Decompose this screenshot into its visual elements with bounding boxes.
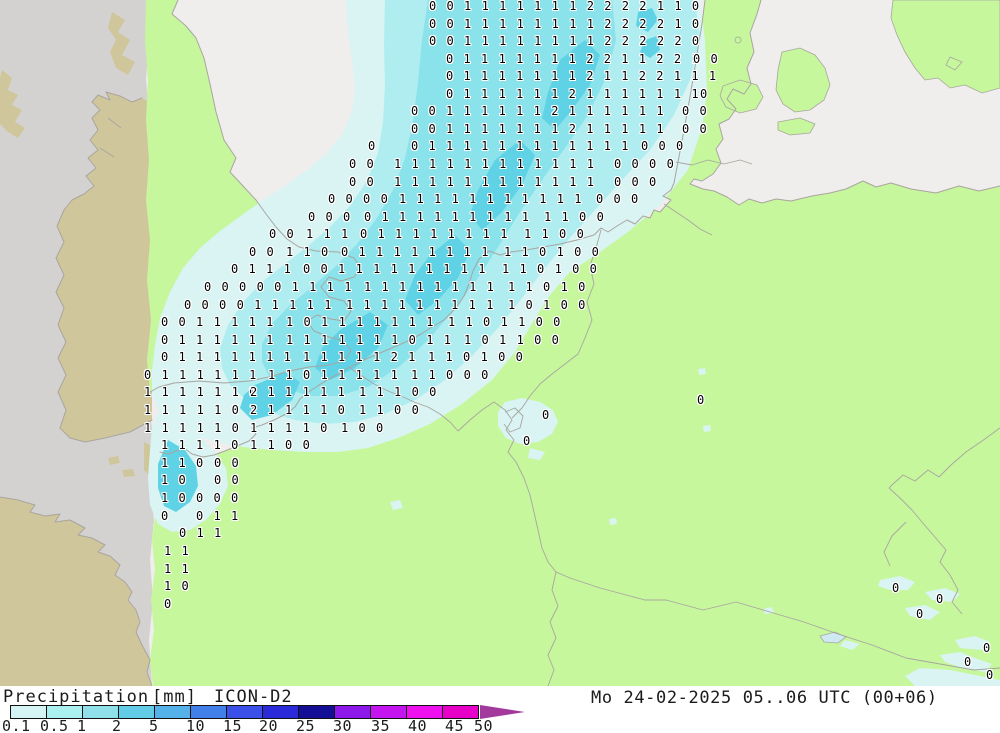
- precip-lux-patch: [498, 398, 558, 460]
- colorbar-tick-label: 5: [149, 717, 159, 733]
- sweden-land: [890, 0, 1000, 94]
- precip-area-2-pockets: [158, 8, 660, 512]
- colorbar-tick-label: 2: [112, 717, 122, 733]
- valid-time-label: Mo 24-02-2025 05..06 UTC (00+06): [591, 688, 938, 708]
- colorbar-tick-label: 10: [186, 717, 206, 733]
- colorbar-tick-label: 40: [408, 717, 428, 733]
- elbe-river: [663, 203, 713, 236]
- colorbar-segment: [83, 706, 119, 718]
- colorbar-tick-label: 50: [474, 717, 494, 733]
- border-nl-de: [511, 229, 602, 419]
- britain-west-tan: [56, 92, 152, 442]
- precip-area-1: [262, 0, 616, 396]
- border-fr-be: [349, 367, 459, 432]
- border-alps-crest: [555, 571, 1000, 671]
- colorbar-segment: [299, 706, 335, 718]
- basemap-svg: [0, 0, 1000, 686]
- precipitation-map: 0011111112222110 0011111111222210 00111111…: [0, 0, 1000, 686]
- fyn-island: [719, 79, 764, 114]
- colorbar-segment: [11, 706, 47, 718]
- legend-bar: Precipitation [mm] ICON-D2 Mo 24-02-2025…: [0, 686, 1000, 733]
- border-fr-ch: [547, 571, 559, 686]
- colorbar-tick-label: 1: [77, 717, 87, 733]
- colorbar-segment: [47, 706, 83, 718]
- colorbar-segment: [335, 706, 371, 718]
- loch-lines: [99, 117, 122, 158]
- sjaelland-island: [775, 47, 831, 113]
- lolland-island: [777, 117, 816, 136]
- legend-model-label: ICON-D2: [214, 687, 293, 707]
- colorbar-tick-label: 15: [223, 717, 243, 733]
- small-island: [734, 36, 742, 44]
- colorbar-segment: [155, 706, 191, 718]
- continent-green: [150, 0, 1000, 686]
- colorbar-segment: [191, 706, 227, 718]
- colorbar-tick-label: 0.1: [2, 717, 31, 733]
- continent-coastline: [159, 0, 1000, 458]
- scottish-isles: [108, 12, 135, 75]
- land-outside-domain: [0, 12, 154, 686]
- brittany-tan: [0, 497, 152, 686]
- legend-unit-label: [mm]: [152, 687, 197, 707]
- colorbar-segment: [407, 706, 443, 718]
- hebrides-islands: [0, 70, 25, 138]
- colorbar-tick-label: 30: [333, 717, 353, 733]
- colorbar-segment: [443, 706, 478, 718]
- colorbar-tick-label: 0.5: [40, 717, 69, 733]
- precip-alps-patches: [840, 576, 1000, 686]
- colorbar-segment: [119, 706, 155, 718]
- colorbar-segment: [263, 706, 299, 718]
- border-de-at: [883, 487, 963, 615]
- precip-shading: [148, 0, 1000, 686]
- colorbar: [10, 705, 479, 719]
- colorbar-tick-label: 20: [259, 717, 279, 733]
- colorbar-tick-label: 45: [445, 717, 465, 733]
- brittany-coastline: [0, 496, 153, 686]
- britain-southwest-coast: [55, 91, 153, 443]
- border-be-de-lux: [457, 401, 524, 463]
- swedish-islet: [945, 56, 963, 71]
- colorbar-labels: 0.1 0.5 1 2 5 10 15 20 25 30 35 40 45 50: [0, 717, 1000, 733]
- scilly-islets: [108, 456, 135, 477]
- colorbar-tick-label: 35: [371, 717, 391, 733]
- britain-coastline: [149, 0, 362, 393]
- border-de-cz: [888, 427, 1000, 489]
- coastlines-borders: [0, 0, 1000, 686]
- border-fr-de-rhine: [515, 461, 557, 573]
- border-dk-de: [675, 159, 753, 166]
- colorbar-segment: [371, 706, 407, 718]
- colorbar-segment: [227, 706, 263, 718]
- colorbar-tick-label: 25: [296, 717, 316, 733]
- legend-product-label: Precipitation: [3, 687, 150, 707]
- colorbar-overflow-arrow: [480, 705, 525, 719]
